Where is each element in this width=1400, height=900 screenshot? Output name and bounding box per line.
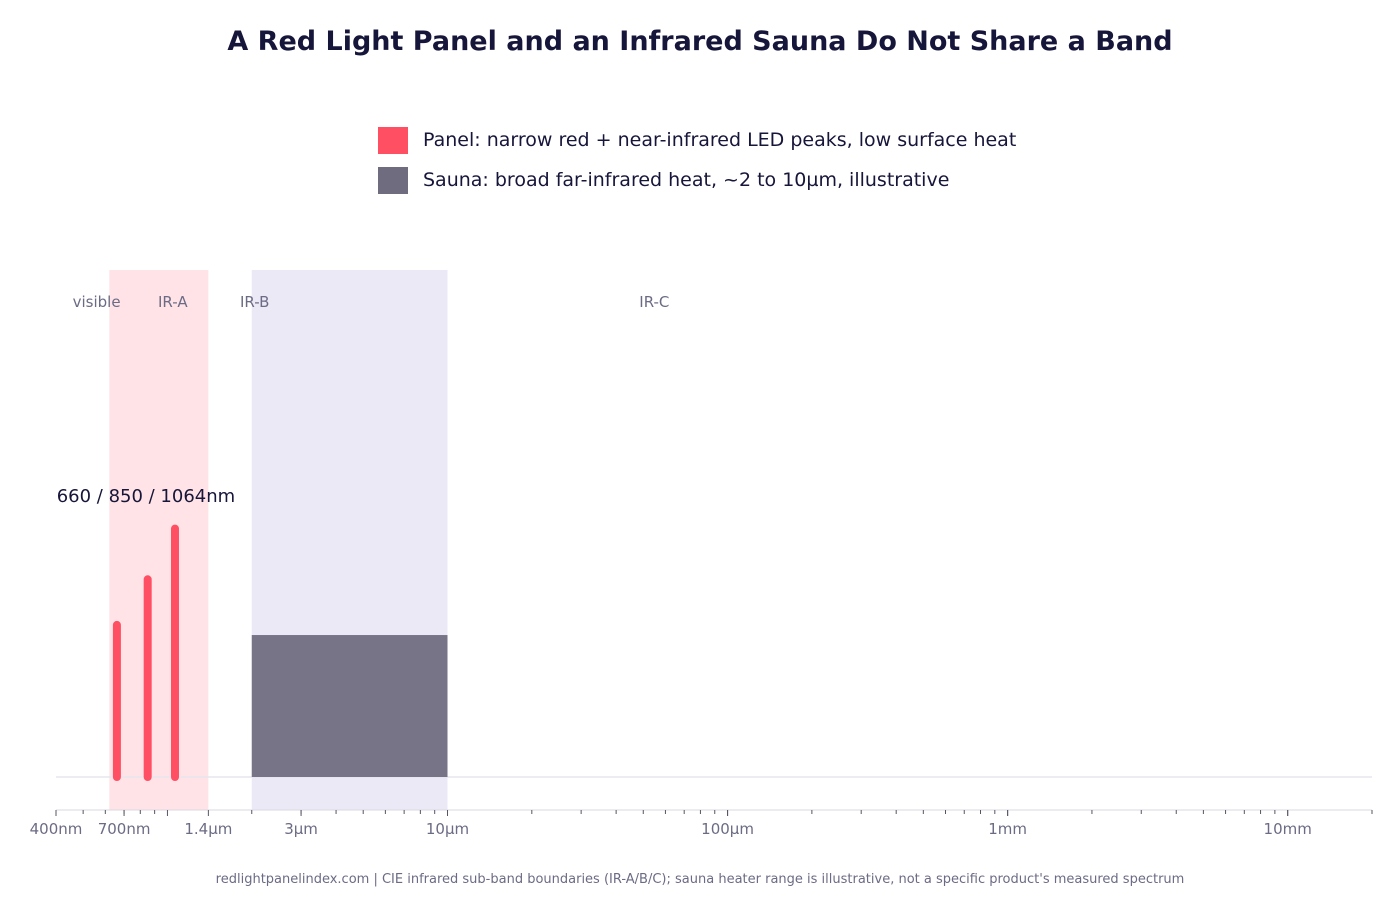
peaks-annotation: 660 / 850 / 1064nm: [57, 486, 235, 507]
legend-item-panel: Panel: narrow red + near-infrared LED pe…: [378, 126, 1016, 154]
legend-item-sauna: Sauna: broad far-infrared heat, ~2 to 10…: [378, 166, 949, 194]
band-label-ir-c: IR-C: [639, 293, 669, 311]
chart-caption: redlightpanelindex.com | CIE infrared su…: [215, 872, 1185, 887]
x-tick-label: 3µm: [284, 820, 318, 838]
x-tick-label: 1mm: [988, 820, 1027, 838]
x-tick-label: 100µm: [701, 820, 754, 838]
legend-swatch-sauna: [378, 166, 408, 194]
x-tick-label: 10µm: [426, 820, 469, 838]
x-tick-label: 700nm: [98, 820, 151, 838]
x-tick-label: 1.4µm: [184, 820, 232, 838]
band-label-ir-a: IR-A: [158, 293, 188, 311]
band-label-visible: visible: [73, 293, 121, 311]
legend-label-panel: Panel: narrow red + near-infrared LED pe…: [423, 129, 1017, 151]
sauna-band-bar: [251, 635, 448, 777]
x-tick-label: 10mm: [1264, 820, 1312, 838]
panel-highlight-region: [109, 270, 209, 810]
legend-swatch-panel: [378, 126, 408, 154]
legend-label-sauna: Sauna: broad far-infrared heat, ~2 to 10…: [423, 169, 950, 191]
chart-title: A Red Light Panel and an Infrared Sauna …: [227, 26, 1173, 57]
x-tick-label: 400nm: [30, 820, 83, 838]
band-label-ir-b: IR-B: [240, 293, 269, 311]
